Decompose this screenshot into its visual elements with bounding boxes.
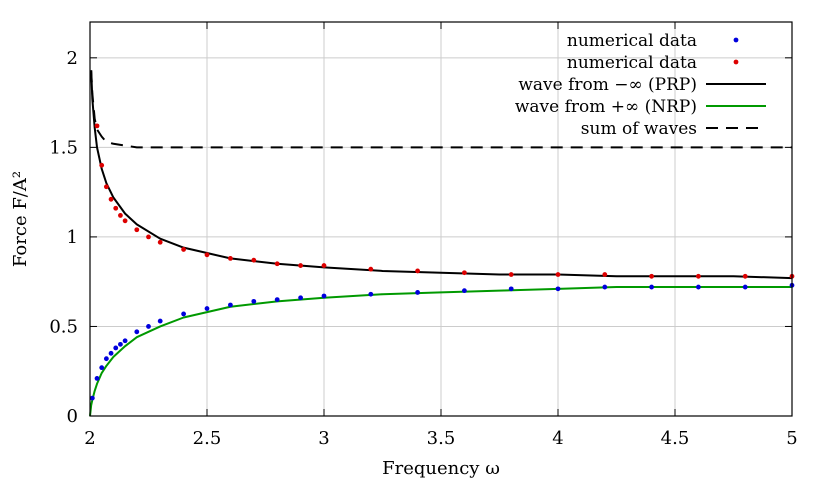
data-point — [508, 272, 514, 277]
data-point — [146, 234, 151, 240]
data-point — [103, 356, 109, 362]
data-point — [602, 284, 608, 290]
legend-label: sum of waves — [581, 119, 697, 139]
data-point — [99, 365, 105, 371]
y-tick-label: 1 — [67, 227, 78, 248]
series-4-line — [90, 70, 792, 149]
data-point — [742, 284, 748, 290]
data-point — [118, 213, 123, 218]
series-3-line — [89, 286, 792, 417]
y-axis-title: Force F/A² — [10, 171, 31, 267]
series-layer — [89, 70, 795, 417]
data-point — [113, 205, 119, 211]
legend-label: wave from +∞ (NRP) — [515, 97, 697, 117]
x-tick-label: 3 — [318, 428, 329, 449]
x-tick-label: 4.5 — [661, 428, 690, 449]
data-point — [274, 297, 280, 302]
data-point — [108, 350, 114, 356]
x-tick-label: 3.5 — [427, 428, 456, 449]
data-point — [298, 295, 303, 301]
series-0-points — [89, 282, 795, 401]
x-axis-title: Frequency ω — [382, 458, 500, 479]
data-point — [696, 273, 701, 279]
data-point — [696, 284, 701, 290]
data-point — [103, 184, 109, 190]
data-point — [462, 288, 467, 294]
data-point — [462, 270, 467, 276]
data-point — [204, 306, 210, 311]
grid — [90, 22, 792, 416]
data-point — [122, 218, 128, 224]
data-point — [89, 395, 95, 401]
data-point — [134, 329, 140, 335]
data-point — [742, 273, 748, 279]
data-point — [122, 338, 128, 344]
data-point — [508, 286, 514, 292]
legend-marker — [733, 37, 739, 43]
data-point — [157, 239, 163, 245]
x-tick-label: 5 — [786, 428, 797, 449]
data-point — [251, 298, 257, 304]
y-tick-label: 1.5 — [49, 137, 78, 158]
ticks: 2 2.5 3 3.5 4 4.5 5 0 0.5 1 1.5 2 — [49, 22, 798, 449]
data-point — [113, 345, 119, 351]
legend-label: numerical data — [567, 53, 697, 73]
data-point — [134, 227, 140, 233]
data-point — [94, 375, 100, 381]
data-point — [555, 272, 561, 277]
data-point — [555, 286, 561, 292]
data-point — [118, 341, 123, 347]
legend-marker — [733, 59, 739, 65]
data-point — [99, 162, 105, 168]
y-tick-label: 2 — [67, 48, 78, 69]
data-point — [157, 318, 163, 324]
data-point — [298, 263, 303, 268]
data-point — [321, 293, 327, 299]
data-point — [415, 268, 420, 274]
data-point — [181, 311, 187, 317]
legend-label: wave from −∞ (PRP) — [518, 75, 697, 95]
data-point — [94, 123, 100, 129]
data-point — [321, 263, 327, 268]
data-point — [368, 266, 374, 272]
data-point — [228, 302, 233, 308]
x-tick-label: 4 — [552, 428, 563, 449]
data-point — [108, 196, 114, 202]
data-point — [204, 252, 210, 258]
data-point — [274, 261, 280, 267]
data-point — [415, 290, 420, 295]
y-tick-label: 0.5 — [49, 316, 78, 337]
data-point — [602, 272, 608, 277]
data-point — [649, 273, 654, 279]
data-point — [649, 284, 654, 290]
series-1-points — [94, 123, 795, 279]
y-tick-label: 0 — [67, 406, 78, 427]
data-point — [146, 324, 151, 329]
data-point — [251, 257, 257, 263]
data-point — [181, 247, 187, 252]
legend-label: numerical data — [567, 31, 697, 51]
x-tick-label: 2.5 — [193, 428, 222, 449]
data-point — [228, 256, 233, 261]
data-point — [368, 291, 374, 297]
x-tick-label: 2 — [84, 428, 95, 449]
